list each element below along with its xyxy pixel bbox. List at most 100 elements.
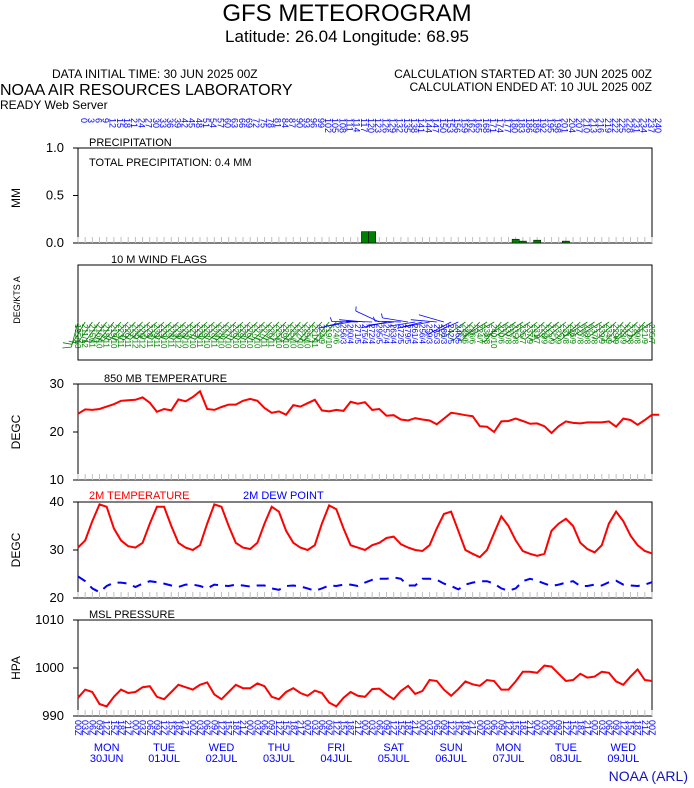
- hour-label: 102: [323, 118, 333, 133]
- utc-label: 00Z: [245, 720, 255, 736]
- data-initial-time: DATA INITIAL TIME: 30 JUN 2025 00Z: [52, 67, 258, 81]
- wind-barb: [382, 317, 409, 323]
- wind-label: 272/4: [367, 324, 376, 345]
- pressure-ytick-label: 1000: [35, 660, 64, 675]
- utc-label: 21Z: [468, 720, 478, 736]
- wind-label: 263/4: [389, 324, 398, 345]
- wind-barb: [410, 319, 437, 323]
- hour-label: 6: [93, 118, 103, 123]
- precip-bar: [533, 239, 542, 244]
- utc-label: 09Z: [267, 720, 277, 736]
- wind-barb: [194, 321, 215, 340]
- date-label: 01JUL: [148, 753, 180, 765]
- wind-label: 242/5: [446, 324, 455, 345]
- wind-barb-feather: [480, 340, 485, 343]
- credit-label: NOAA (ARL): [608, 768, 688, 784]
- hour-label: 177: [502, 118, 512, 133]
- wind-barb-feather: [304, 339, 313, 343]
- wind-barb-feather: [329, 317, 333, 322]
- utc-label: 18Z: [116, 720, 126, 736]
- wind-barb-feather: [186, 334, 196, 340]
- utc-label: 03Z: [138, 720, 148, 736]
- utc-label: 18Z: [403, 720, 413, 736]
- t850-ytick-label: 10: [50, 472, 64, 487]
- wind-barb-feather: [381, 313, 383, 318]
- wind-label: 257/4: [382, 324, 391, 345]
- utc-label: 15Z: [511, 720, 521, 736]
- utc-label: 09Z: [382, 720, 392, 736]
- utc-label: 18Z: [288, 720, 298, 736]
- hour-label: 21: [129, 118, 139, 128]
- utc-label: 12Z: [159, 720, 169, 736]
- utc-label: 15Z: [166, 720, 176, 736]
- date-label: 07JUL: [493, 753, 525, 765]
- date-label: 06JUL: [435, 753, 467, 765]
- wind-label: 225/10: [303, 324, 312, 349]
- hour-label: 78: [266, 118, 276, 128]
- pressure-ylabel: HPA: [9, 656, 23, 680]
- wind-label: 238/8: [482, 324, 491, 345]
- hour-label: 147: [431, 118, 441, 133]
- wind-label: 219/10: [324, 324, 333, 349]
- wind-barb-feather: [568, 333, 574, 337]
- precip-ytick-label: 1.0: [46, 140, 64, 155]
- hour-label: 42: [179, 118, 189, 128]
- wind-barb-feather: [136, 334, 145, 340]
- wind-barb-feather: [464, 328, 472, 336]
- utc-label: 21Z: [410, 720, 420, 736]
- legend-2m-temperature: 2M TEMPERATURE: [89, 490, 189, 502]
- wind-label: 224/6: [331, 324, 340, 345]
- hour-label: 228: [624, 118, 634, 133]
- wind-barb: [453, 321, 473, 341]
- hour-label: 210: [581, 118, 591, 133]
- wind-label: 260/4: [346, 324, 355, 345]
- wind-barb: [303, 321, 323, 341]
- hour-label: 186: [524, 118, 534, 133]
- hour-label: 66: [237, 118, 247, 128]
- wind-barb-feather: [609, 339, 614, 342]
- hour-label: 123: [373, 118, 383, 133]
- hour-label: 30: [151, 118, 161, 128]
- hour-label: 180: [510, 118, 520, 133]
- utc-label: 18Z: [460, 720, 470, 736]
- wind-barb-feather: [75, 340, 85, 344]
- wind-barb-feather: [172, 334, 181, 340]
- utc-label: 06Z: [145, 720, 155, 736]
- wind-label: 229/8: [633, 324, 642, 345]
- calc-ended: CALCULATION ENDED AT: 10 JUL 2025 00Z: [409, 80, 652, 94]
- wind-barb: [297, 321, 316, 342]
- utc-label: 21Z: [525, 720, 535, 736]
- utc-label: 06Z: [260, 720, 270, 736]
- precip-bar: [511, 238, 520, 244]
- temp2m-ytick-label: 30: [50, 542, 64, 557]
- hour-label: 99: [316, 118, 326, 128]
- wind-label: 224/9: [317, 324, 326, 345]
- wind-barb-feather: [623, 339, 628, 342]
- wind-barb: [461, 321, 481, 341]
- wind-barb: [252, 321, 273, 341]
- utc-label: 12Z: [274, 720, 284, 736]
- wind-barb: [288, 321, 308, 341]
- wind-label: 234/9: [604, 324, 613, 345]
- wind-barb: [267, 321, 287, 341]
- wind-barb-feather: [482, 333, 487, 337]
- wind-barb: [123, 321, 143, 341]
- wind-label: 256/3: [338, 324, 347, 345]
- legend-2m-dew-point: 2M DEW POINT: [243, 490, 324, 502]
- wind-barb: [223, 321, 244, 340]
- hour-label: 126: [380, 118, 390, 133]
- hour-label: 15: [115, 118, 125, 128]
- wind-barb-feather: [583, 334, 589, 338]
- wind-label: 227/8: [575, 324, 584, 345]
- t850-ytick-label: 30: [50, 376, 64, 391]
- wind-barb-feather: [561, 332, 566, 337]
- utc-label: 06Z: [604, 720, 614, 736]
- wind-label: 226/10: [281, 324, 290, 349]
- wind-label: 221/9: [640, 324, 649, 345]
- date-label: 30JUN: [90, 753, 124, 765]
- wind-label: 232/9: [554, 324, 563, 345]
- day-label: MON: [94, 742, 120, 754]
- date-label: 03JUL: [263, 753, 295, 765]
- wind-barb: [486, 321, 509, 337]
